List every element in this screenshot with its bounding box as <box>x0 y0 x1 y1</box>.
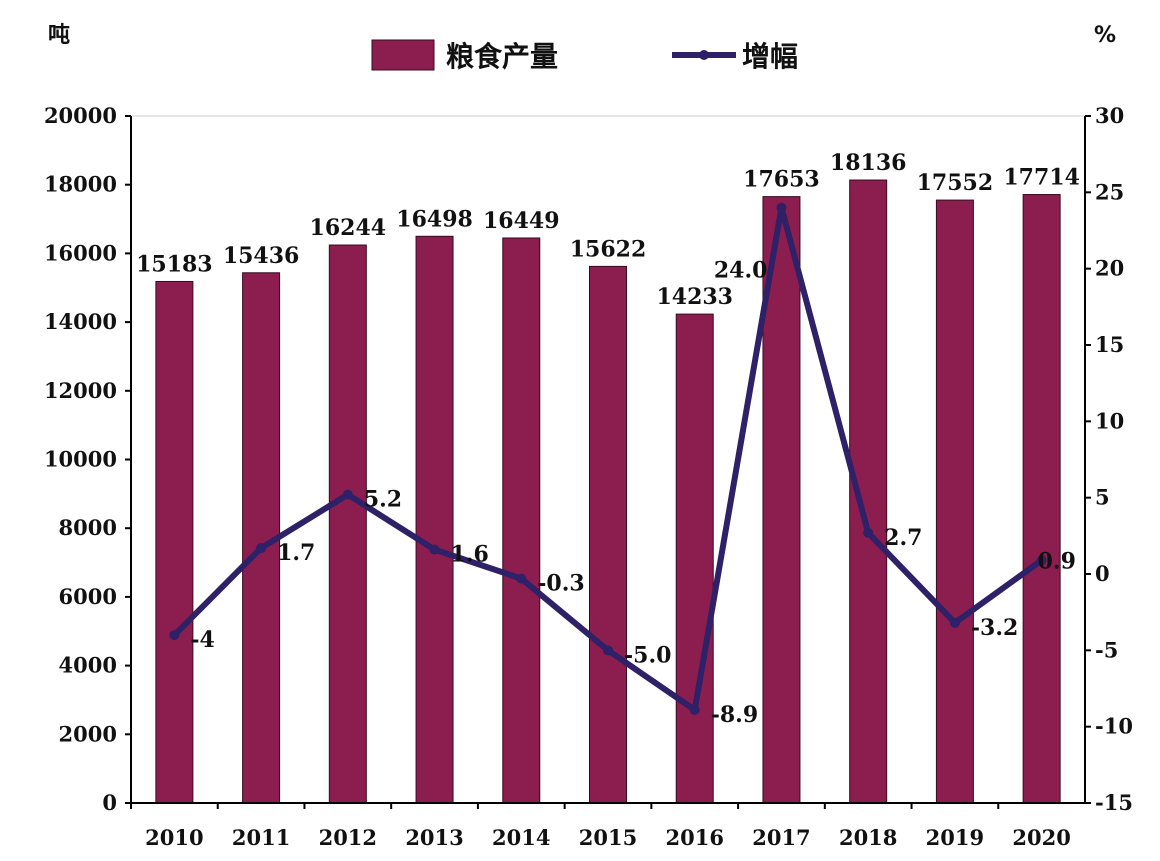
x-tick-label: 2011 <box>232 825 290 850</box>
left-tick-label: 0 <box>102 790 117 815</box>
left-axis-unit: 吨 <box>48 23 70 48</box>
left-tick-label: 2000 <box>59 721 117 746</box>
growth-point <box>949 617 960 628</box>
x-tick-label: 2013 <box>405 825 463 850</box>
bar <box>1022 194 1061 804</box>
x-tick-label: 2012 <box>319 825 377 850</box>
x-tick-label: 2019 <box>926 825 984 850</box>
growth-value-label: 24.0 <box>714 258 768 284</box>
line-series <box>169 202 1047 715</box>
legend-line-marker <box>699 50 709 60</box>
growth-point <box>169 630 180 641</box>
bar <box>328 244 367 804</box>
right-tick-label: -10 <box>1095 714 1133 739</box>
x-tick-label: 2016 <box>666 825 724 850</box>
bar-value-label: 18136 <box>830 150 907 176</box>
bar-value-label: 16449 <box>483 208 560 234</box>
right-axis-ticks: -15 -10 -5 0 5 10 15 20 25 30 <box>1085 103 1133 815</box>
bar <box>155 280 194 804</box>
bar-value-label: 15436 <box>223 243 300 269</box>
bar-value-label: 15183 <box>136 251 213 277</box>
legend: 粮食产量 增幅 <box>371 39 798 73</box>
growth-point <box>603 645 613 656</box>
growth-point <box>342 489 353 500</box>
left-tick-label: 4000 <box>59 653 117 678</box>
x-tick-label: 2018 <box>839 825 897 850</box>
bar-value-label: 16244 <box>310 215 387 241</box>
left-axis-ticks: 0 2000 4000 6000 8000 10000 12000 14000 16000 180… <box>44 103 131 815</box>
bar-value-label: 17552 <box>917 170 994 196</box>
right-tick-label: 0 <box>1095 561 1110 586</box>
left-tick-label: 20000 <box>44 103 117 128</box>
right-tick-label: 5 <box>1095 485 1110 510</box>
bar-value-label: 14233 <box>656 284 733 310</box>
right-tick-label: -15 <box>1095 790 1133 815</box>
bar <box>415 235 454 804</box>
right-tick-label: 20 <box>1095 256 1124 281</box>
growth-value-label: -8.9 <box>711 702 758 728</box>
x-axis-labels: 2010 2011 2012 2013 2014 2015 2016 2017 2018 2019… <box>130 803 1071 850</box>
legend-bar-swatch <box>371 39 435 71</box>
bar <box>935 199 974 804</box>
right-tick-label: 30 <box>1095 103 1124 128</box>
growth-point <box>1036 555 1047 566</box>
x-tick-label: 2017 <box>752 825 810 850</box>
right-tick-label: -5 <box>1095 637 1118 662</box>
growth-point <box>689 704 700 715</box>
growth-value-label: 0.9 <box>1038 548 1076 574</box>
growth-point <box>429 544 440 555</box>
growth-value-label: -5.0 <box>624 642 671 668</box>
growth-value-label: -4 <box>190 627 214 653</box>
bar <box>675 313 714 804</box>
left-tick-label: 16000 <box>44 240 117 265</box>
right-tick-label: 10 <box>1095 408 1124 433</box>
growth-value-label: 5.2 <box>364 487 402 513</box>
legend-bar-label: 粮食产量 <box>446 40 558 73</box>
x-tick-label: 2020 <box>1012 825 1070 850</box>
bar <box>589 265 627 804</box>
bar <box>762 196 801 804</box>
growth-value-label: -0.3 <box>537 571 584 597</box>
growth-value-label: 2.7 <box>884 525 922 551</box>
growth-point <box>863 527 874 538</box>
x-tick-label: 2015 <box>579 825 637 850</box>
left-tick-label: 6000 <box>59 584 117 609</box>
right-axis-unit: % <box>1094 23 1116 48</box>
bar-series <box>155 179 1061 804</box>
left-tick-label: 8000 <box>59 515 117 540</box>
left-tick-label: 10000 <box>44 447 117 472</box>
growth-point <box>776 202 787 213</box>
growth-point <box>256 543 267 554</box>
x-tick-label: 2010 <box>145 825 203 850</box>
right-tick-label: 15 <box>1095 332 1124 357</box>
growth-value-label: 1.7 <box>277 540 315 566</box>
left-tick-label: 12000 <box>44 378 117 403</box>
bar-value-label: 17714 <box>1003 165 1080 191</box>
bar-value-label: 16498 <box>396 206 473 232</box>
bar <box>502 237 541 804</box>
left-tick-label: 18000 <box>44 172 117 197</box>
bar-value-label: 17653 <box>743 167 820 193</box>
legend-line-label: 增幅 <box>742 40 798 73</box>
right-tick-label: 25 <box>1095 179 1124 204</box>
growth-value-label: 1.6 <box>451 542 489 568</box>
growth-point <box>516 573 527 584</box>
growth-value-label: -3.2 <box>971 615 1018 641</box>
line-labels: -4 1.7 5.2 1.6 -0.3 -5.0 -8.9 24.0 2.7 -3.2 0.9 <box>190 258 1076 728</box>
left-tick-label: 14000 <box>44 309 117 334</box>
bar-labels: 15183 15436 16244 16498 16449 15622 14233 17653… <box>136 150 1080 310</box>
bar-value-label: 15622 <box>570 236 647 262</box>
x-tick-label: 2014 <box>492 825 550 850</box>
